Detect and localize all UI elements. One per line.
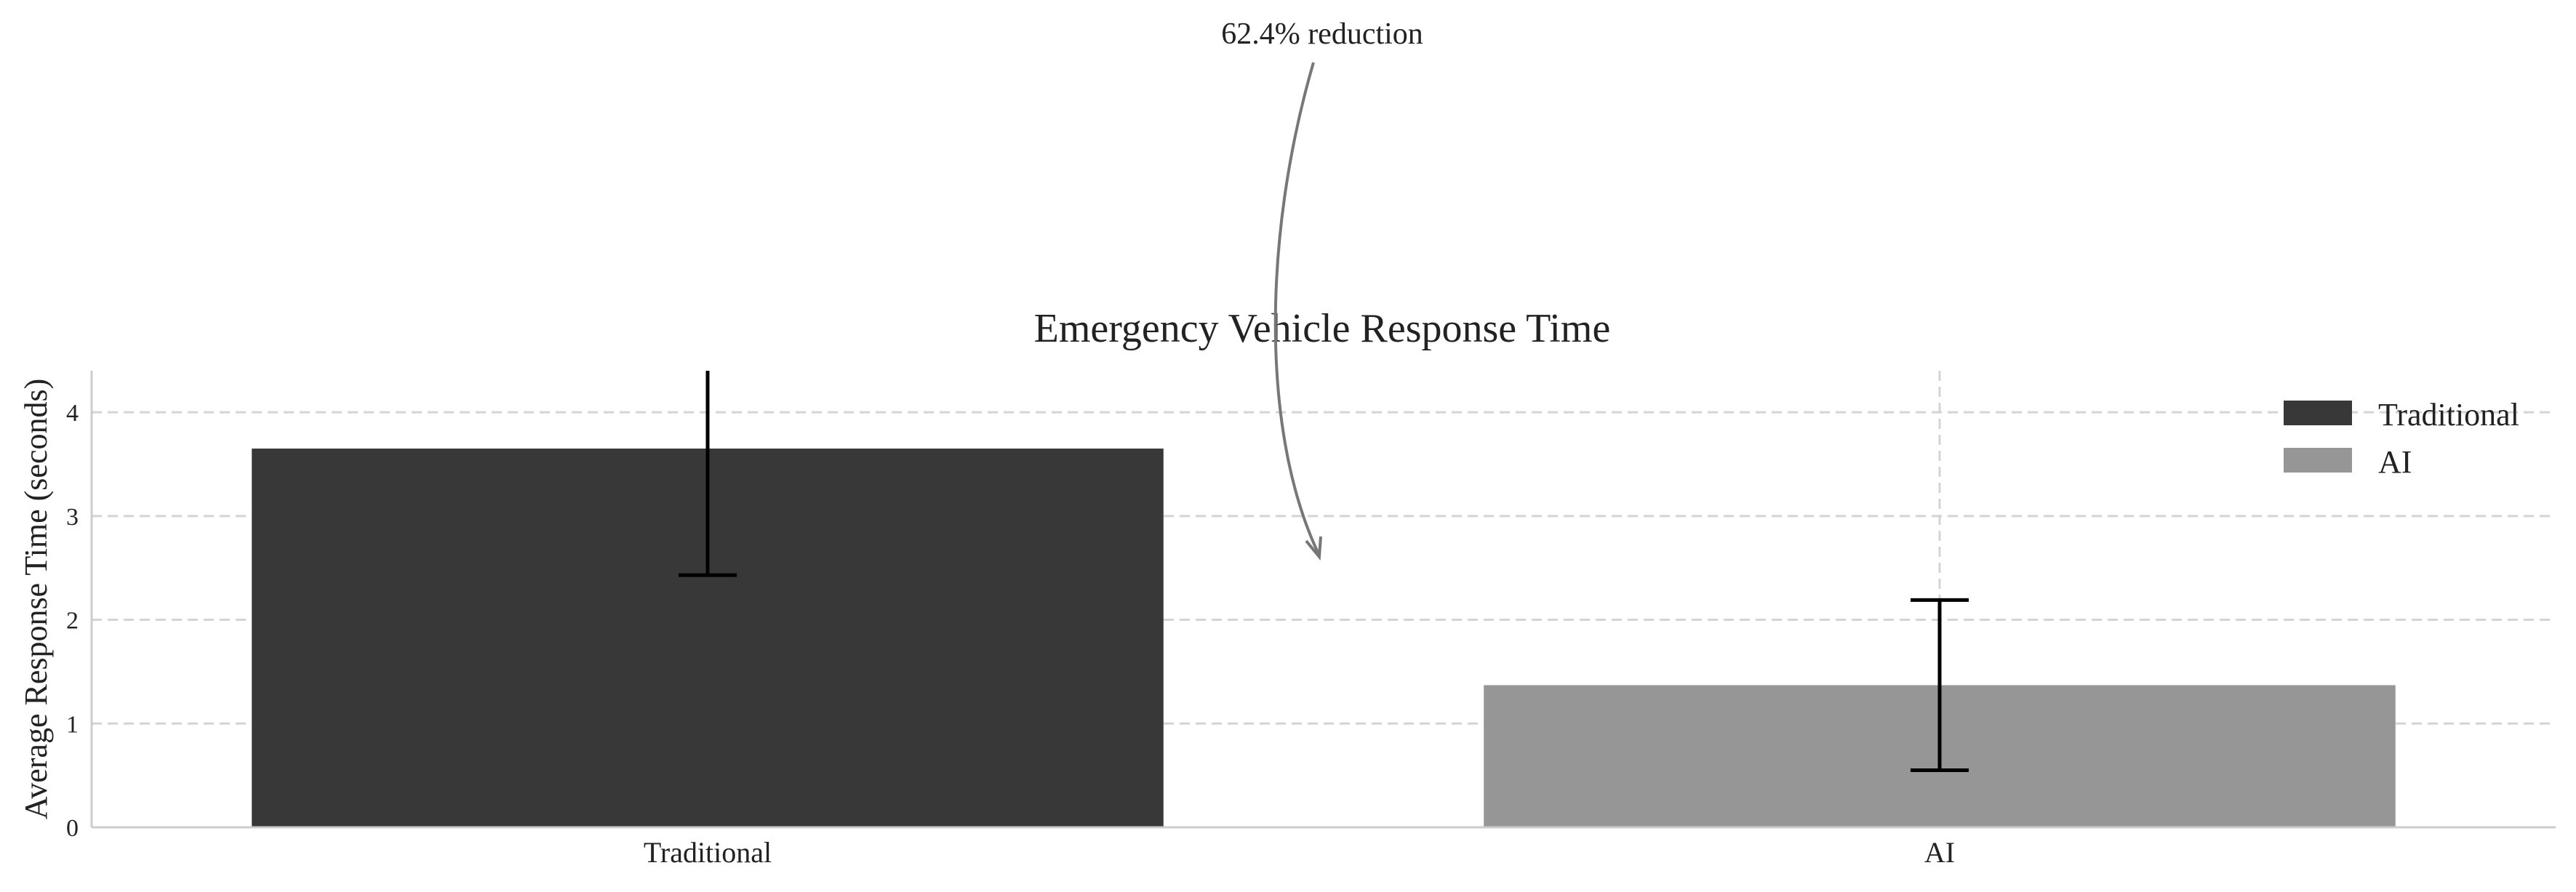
error-bars: [679, 371, 1969, 772]
legend-swatch-ai: [2284, 448, 2352, 473]
reduction-annotation: 62.4% reduction: [1221, 17, 1423, 561]
legend: Traditional AI: [2284, 397, 2519, 480]
annotation-arrowhead: [1305, 536, 1322, 561]
axes: [90, 371, 2556, 829]
y-tick-label: 2: [66, 608, 79, 635]
legend-label-traditional: Traditional: [2378, 397, 2519, 433]
y-tick-label: 0: [66, 815, 79, 842]
bars: [252, 449, 2396, 827]
y-tick-label: 1: [66, 711, 79, 738]
x-tick-label: Traditional: [644, 836, 772, 869]
y-axis-title: Average Response Time (seconds): [18, 379, 54, 820]
x-ticks: Traditional AI: [644, 836, 1955, 869]
y-tick-label: 3: [66, 504, 79, 531]
legend-swatch-traditional: [2284, 401, 2352, 425]
y-ticks: 0 1 2 3 4: [66, 400, 79, 842]
chart-title: Emergency Vehicle Response Time: [1034, 306, 1611, 351]
legend-label-ai: AI: [2378, 444, 2412, 480]
annotation-text: 62.4% reduction: [1221, 17, 1423, 51]
y-tick-label: 4: [66, 400, 79, 427]
x-tick-label: AI: [1924, 836, 1955, 869]
annotation-arrow: [1273, 62, 1321, 556]
